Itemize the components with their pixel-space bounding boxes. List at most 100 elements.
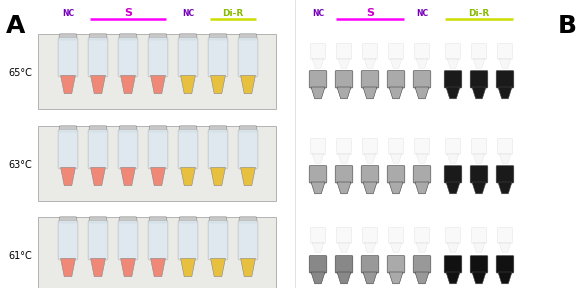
FancyBboxPatch shape <box>179 34 197 40</box>
FancyBboxPatch shape <box>335 71 353 88</box>
FancyBboxPatch shape <box>119 217 137 223</box>
FancyBboxPatch shape <box>336 139 351 154</box>
FancyBboxPatch shape <box>149 126 167 132</box>
Polygon shape <box>121 167 135 185</box>
FancyBboxPatch shape <box>444 166 462 183</box>
Polygon shape <box>338 58 350 68</box>
Polygon shape <box>312 242 324 252</box>
FancyBboxPatch shape <box>472 43 487 59</box>
FancyBboxPatch shape <box>118 130 138 169</box>
Polygon shape <box>498 182 512 194</box>
Polygon shape <box>416 242 428 252</box>
Polygon shape <box>337 272 351 284</box>
FancyBboxPatch shape <box>310 139 325 154</box>
FancyBboxPatch shape <box>119 126 137 132</box>
Polygon shape <box>91 258 105 276</box>
Polygon shape <box>364 58 376 68</box>
Polygon shape <box>311 272 325 284</box>
FancyBboxPatch shape <box>498 139 513 154</box>
FancyBboxPatch shape <box>239 126 257 132</box>
Polygon shape <box>311 87 325 99</box>
FancyBboxPatch shape <box>208 130 228 169</box>
Polygon shape <box>151 75 165 94</box>
Text: NC: NC <box>312 9 324 18</box>
FancyBboxPatch shape <box>446 228 461 243</box>
FancyBboxPatch shape <box>179 126 197 132</box>
Polygon shape <box>210 258 225 276</box>
FancyBboxPatch shape <box>178 130 198 169</box>
Polygon shape <box>499 242 511 252</box>
Polygon shape <box>446 272 460 284</box>
FancyBboxPatch shape <box>38 33 276 109</box>
FancyBboxPatch shape <box>414 43 429 59</box>
Polygon shape <box>121 75 135 94</box>
Polygon shape <box>415 87 429 99</box>
Polygon shape <box>446 182 460 194</box>
Text: Di-R: Di-R <box>223 9 243 18</box>
FancyBboxPatch shape <box>336 43 351 59</box>
Polygon shape <box>240 167 255 185</box>
FancyBboxPatch shape <box>59 217 77 223</box>
Text: NC: NC <box>416 9 428 18</box>
FancyBboxPatch shape <box>149 34 167 40</box>
FancyBboxPatch shape <box>309 71 327 88</box>
Polygon shape <box>151 258 165 276</box>
Polygon shape <box>389 272 403 284</box>
FancyBboxPatch shape <box>238 221 258 260</box>
Polygon shape <box>416 58 428 68</box>
FancyBboxPatch shape <box>413 166 431 183</box>
FancyBboxPatch shape <box>362 228 377 243</box>
FancyBboxPatch shape <box>388 43 403 59</box>
FancyBboxPatch shape <box>88 130 108 169</box>
Polygon shape <box>240 75 255 94</box>
FancyBboxPatch shape <box>89 126 107 132</box>
Polygon shape <box>498 87 512 99</box>
Polygon shape <box>389 182 403 194</box>
FancyBboxPatch shape <box>238 130 258 169</box>
Polygon shape <box>499 58 511 68</box>
FancyBboxPatch shape <box>362 139 377 154</box>
FancyBboxPatch shape <box>118 221 138 260</box>
FancyBboxPatch shape <box>239 217 257 223</box>
Polygon shape <box>364 242 376 252</box>
FancyBboxPatch shape <box>148 221 168 260</box>
Polygon shape <box>363 272 377 284</box>
Polygon shape <box>447 153 459 163</box>
Polygon shape <box>210 167 225 185</box>
Polygon shape <box>472 182 486 194</box>
FancyBboxPatch shape <box>309 256 327 273</box>
Polygon shape <box>180 258 195 276</box>
Polygon shape <box>180 167 195 185</box>
Polygon shape <box>210 75 225 94</box>
FancyBboxPatch shape <box>387 71 405 88</box>
Polygon shape <box>446 87 460 99</box>
Polygon shape <box>311 182 325 194</box>
FancyBboxPatch shape <box>59 34 77 40</box>
Polygon shape <box>61 167 75 185</box>
Text: S: S <box>366 8 374 18</box>
FancyBboxPatch shape <box>179 217 197 223</box>
Polygon shape <box>61 75 75 94</box>
Text: S: S <box>124 8 132 18</box>
FancyBboxPatch shape <box>470 166 488 183</box>
FancyBboxPatch shape <box>361 71 379 88</box>
FancyBboxPatch shape <box>59 126 77 132</box>
Text: 63°C: 63°C <box>8 160 32 170</box>
Text: 61°C: 61°C <box>8 251 32 261</box>
FancyBboxPatch shape <box>178 37 198 77</box>
FancyBboxPatch shape <box>149 217 167 223</box>
Polygon shape <box>416 153 428 163</box>
FancyBboxPatch shape <box>498 228 513 243</box>
FancyBboxPatch shape <box>413 256 431 273</box>
FancyBboxPatch shape <box>444 71 462 88</box>
FancyBboxPatch shape <box>470 256 488 273</box>
FancyBboxPatch shape <box>446 43 461 59</box>
Polygon shape <box>312 153 324 163</box>
Polygon shape <box>390 153 402 163</box>
Polygon shape <box>363 87 377 99</box>
Polygon shape <box>415 182 429 194</box>
FancyBboxPatch shape <box>88 221 108 260</box>
FancyBboxPatch shape <box>148 130 168 169</box>
Polygon shape <box>91 75 105 94</box>
FancyBboxPatch shape <box>58 221 78 260</box>
